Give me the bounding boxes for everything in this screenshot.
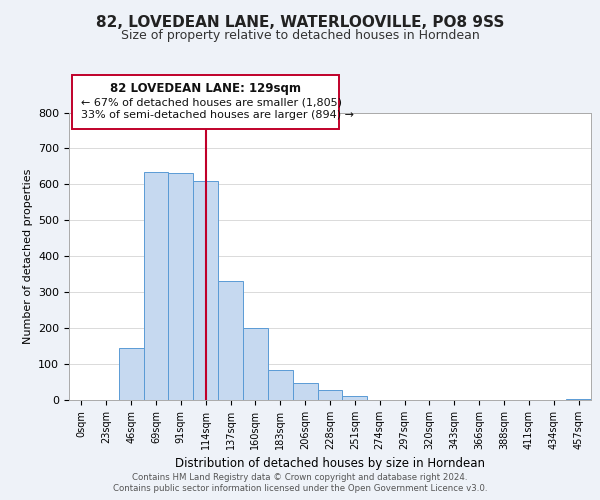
Text: 33% of semi-detached houses are larger (894) →: 33% of semi-detached houses are larger (… (81, 110, 354, 120)
Bar (343, 396, 367, 400)
Text: Contains HM Land Registry data © Crown copyright and database right 2024.: Contains HM Land Registry data © Crown c… (132, 473, 468, 482)
Bar (218, 280, 243, 400)
Text: 82 LOVEDEAN LANE: 129sqm: 82 LOVEDEAN LANE: 129sqm (110, 82, 301, 95)
X-axis label: Distribution of detached houses by size in Horndean: Distribution of detached houses by size … (175, 458, 485, 470)
Text: Size of property relative to detached houses in Horndean: Size of property relative to detached ho… (121, 29, 479, 42)
Bar (193, 181, 218, 400)
Text: 82, LOVEDEAN LANE, WATERLOOVILLE, PO8 9SS: 82, LOVEDEAN LANE, WATERLOOVILLE, PO8 9S… (96, 15, 504, 30)
Bar (566, 398, 591, 400)
Bar (317, 390, 343, 400)
Bar (243, 328, 268, 400)
Bar (119, 348, 143, 400)
Bar (293, 384, 317, 400)
Y-axis label: Number of detached properties: Number of detached properties (23, 168, 32, 344)
Text: Contains public sector information licensed under the Open Government Licence v3: Contains public sector information licen… (113, 484, 487, 493)
Bar (169, 173, 193, 400)
Bar (268, 370, 293, 400)
Bar (143, 172, 169, 400)
Text: ← 67% of detached houses are smaller (1,805): ← 67% of detached houses are smaller (1,… (81, 97, 342, 107)
